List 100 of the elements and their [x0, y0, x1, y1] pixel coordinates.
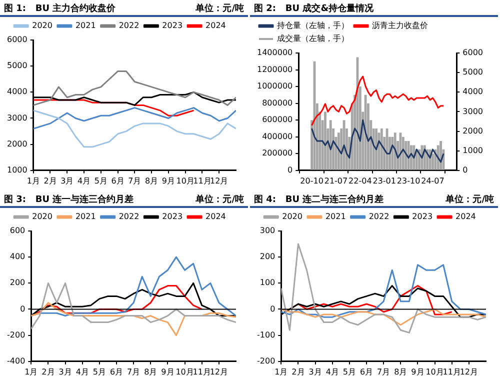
y-tick-label: 1000: [7, 165, 28, 174]
chart-title: 图 4: BU 连二与连三合约月差: [254, 193, 384, 206]
x-tick-label: 2月: [42, 367, 55, 376]
x-tick-label: 2月: [44, 176, 57, 186]
legend-label: 2024: [456, 212, 476, 222]
y-tick-label: 300: [260, 226, 276, 236]
y-tick-label: 600: [10, 226, 26, 236]
x-tick-label: 10月: [176, 176, 194, 186]
y-tick-label: 2000: [7, 139, 28, 148]
legend-label: 2023: [412, 212, 433, 222]
x-tick-label: 10月: [426, 367, 444, 376]
y2-tick-label: 2000: [462, 126, 483, 136]
x-tick-label: 5月: [342, 367, 356, 376]
x-tick-label: 5月: [92, 367, 106, 376]
y-tick-label: 6000: [7, 35, 28, 44]
x-tick-label: 11月: [193, 176, 212, 186]
legend-label: 2024: [206, 21, 226, 30]
x-tick-label: 23-10: [396, 176, 420, 186]
y-tick-label: 3000: [7, 113, 28, 122]
legend-label: 2021: [75, 21, 96, 30]
legend-label: 2024: [206, 212, 226, 222]
chart-subtitle: 单位：元/吨: [446, 193, 494, 206]
legend-label: 持仓量（左轴，手）: [277, 21, 349, 30]
x-tick-label: 4月: [76, 367, 89, 376]
x-tick-label: 6月: [110, 367, 124, 376]
x-tick-label: 11月: [442, 367, 461, 376]
x-tick-label: 1月: [26, 176, 40, 186]
legend-label: 2021: [325, 212, 346, 222]
y-tick-label: 4000: [7, 87, 28, 96]
x-tick-label: 3月: [58, 367, 72, 376]
x-tick-label: 21-07: [324, 176, 348, 186]
legend-label: 2021: [75, 212, 96, 222]
x-tick-label: 8月: [144, 367, 158, 376]
x-tick-label: 11月: [192, 367, 211, 376]
x-tick-label: 6月: [360, 367, 374, 376]
x-tick-label: 2月: [292, 367, 305, 376]
y-tick-label: 1400000: [256, 48, 293, 58]
chart-title: 图 2: BU 成交&持仓量情况: [254, 2, 374, 15]
legend-label: 2023: [162, 21, 183, 30]
y-tick-label: 200000: [262, 148, 293, 158]
legend-label: 2020: [282, 212, 302, 222]
y-tick-label: 400: [10, 252, 26, 262]
x-tick-label: 7月: [377, 367, 390, 376]
x-tick-label: 5月: [94, 176, 108, 186]
legend-label: 2022: [118, 21, 140, 30]
y-tick-label: 0: [288, 165, 293, 174]
y-tick-label: 600000: [262, 115, 293, 124]
y-tick-label: -100: [257, 330, 276, 340]
x-tick-label: 23-01: [372, 176, 396, 186]
x-tick-label: 22-04: [348, 176, 372, 186]
x-tick-label: 1月: [24, 367, 38, 376]
x-tick-label: 4月: [326, 367, 339, 376]
y-tick-label: 1200000: [256, 64, 293, 74]
legend-label: 沥青主力收盘价: [372, 21, 428, 30]
y2-tick-label: 4000: [462, 87, 483, 96]
x-tick-label: 10月: [176, 367, 194, 376]
y-tick-label: 200: [10, 278, 26, 288]
y-tick-label: 0: [270, 304, 276, 314]
x-tick-label: 1月: [274, 367, 288, 376]
y-tick-label: 5000: [7, 61, 28, 70]
x-tick-label: 12月: [460, 367, 478, 376]
legend-label: 2020: [32, 21, 52, 30]
y2-tick-label: 6000: [462, 48, 483, 58]
x-tick-label: 8月: [394, 367, 408, 376]
x-tick-label: 12月: [210, 176, 228, 186]
y-tick-label: 1000000: [256, 82, 293, 91]
legend-label: 2022: [368, 212, 390, 222]
x-tick-label: 9月: [411, 367, 424, 376]
x-tick-label: 4月: [77, 176, 91, 186]
y-tick-label: 0: [20, 304, 26, 314]
y2-tick-label: 3000: [462, 106, 483, 116]
x-tick-label: 9月: [162, 176, 175, 186]
x-tick-label: 7月: [128, 176, 142, 186]
x-tick-label: 12月: [210, 367, 228, 376]
y-tick-label: -400: [7, 356, 26, 366]
chart-subtitle: 单位：元/吨: [196, 2, 244, 15]
y-tick-label: 400000: [262, 132, 293, 141]
x-tick-label: 6月: [111, 176, 124, 186]
x-tick-label: 7月: [127, 367, 140, 376]
chart-title: 图 1: BU 主力合约收盘价: [4, 2, 116, 15]
legend-label: 2022: [118, 212, 140, 222]
y2-tick-label: 0: [462, 165, 468, 174]
y2-tick-label: 1000: [462, 146, 483, 155]
x-tick-label: 3月: [60, 176, 74, 186]
y-tick-label: -200: [7, 330, 26, 340]
y2-tick-label: 5000: [462, 68, 483, 77]
y-tick-label: -200: [257, 356, 276, 366]
chart-subtitle: 单位：元/吨: [196, 193, 244, 206]
y-tick-label: 800000: [262, 98, 293, 108]
y-tick-label: 100: [260, 278, 276, 288]
chart-title: 图 3: BU 连一与连三合约月差: [4, 193, 134, 206]
x-tick-label: 20-10: [300, 176, 324, 186]
legend-label: 成交量（左轴，手）: [277, 34, 349, 44]
legend-label: 2020: [32, 212, 52, 222]
y-tick-label: 200: [260, 252, 276, 262]
x-tick-label: 3月: [308, 367, 322, 376]
x-tick-label: 9月: [161, 367, 174, 376]
x-tick-label: 8月: [145, 176, 158, 186]
legend-label: 2023: [162, 212, 183, 222]
x-tick-label: 24-07: [421, 176, 444, 186]
